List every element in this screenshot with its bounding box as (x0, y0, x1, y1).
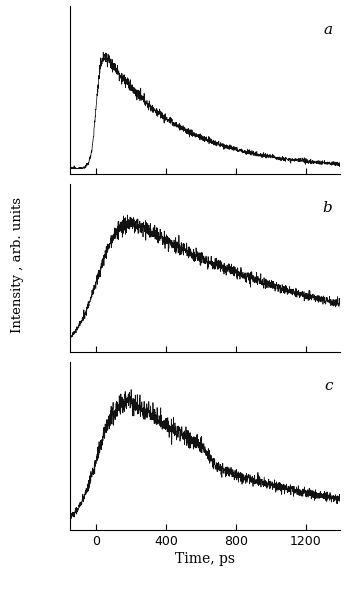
Text: a: a (323, 23, 332, 37)
Text: b: b (323, 201, 332, 215)
Text: Intensity , arb. units: Intensity , arb. units (11, 197, 24, 333)
Text: c: c (324, 379, 332, 393)
X-axis label: Time, ps: Time, ps (176, 552, 235, 566)
